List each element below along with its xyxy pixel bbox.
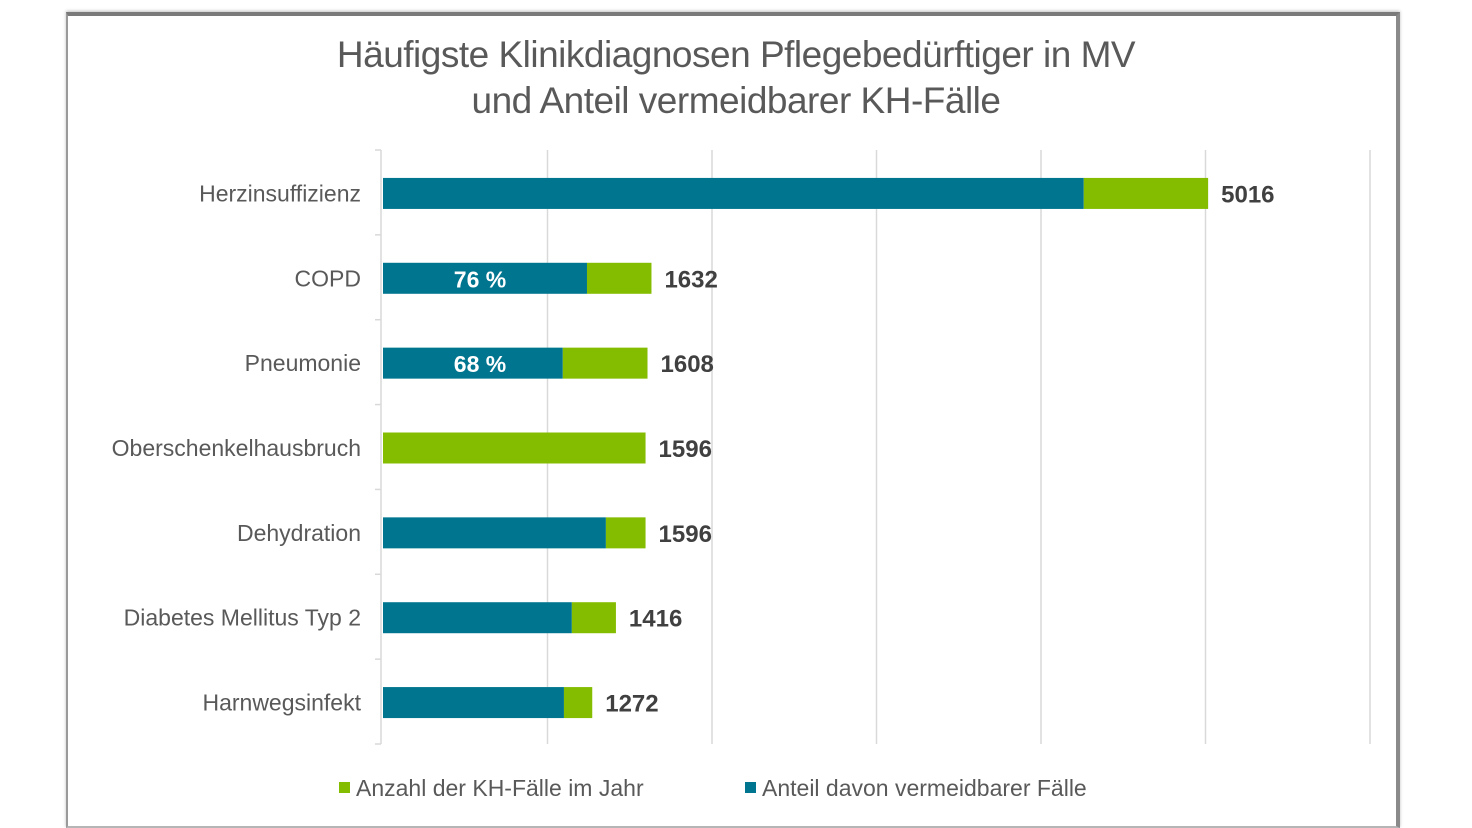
category-label: Dehydration	[237, 520, 361, 546]
gridlines	[546, 150, 1371, 744]
bar-segment-vermeidbar	[383, 177, 1084, 209]
bar-segment-vermeidbar	[383, 517, 606, 549]
bar-segment-vermeidbar	[383, 262, 587, 294]
bar-segment-kh-faelle	[605, 517, 646, 549]
category-axis	[375, 149, 382, 745]
bar-segment-kh-faelle	[586, 262, 652, 294]
bar-segment-kh-faelle	[562, 347, 648, 379]
bar-segment-vermeidbar	[383, 602, 572, 634]
chart-title: Häufigste Klinikdiagnosen Pflegebedürfti…	[0, 32, 1472, 124]
total-value-label: 1596	[659, 521, 712, 548]
category-label: Oberschenkelhausbruch	[112, 435, 361, 461]
total-value-label: 1272	[605, 691, 658, 718]
bars	[383, 177, 1209, 719]
percent-label: 76 %	[454, 266, 506, 292]
bar-segment-kh-faelle	[1083, 177, 1209, 209]
bar-segment-kh-faelle	[383, 432, 646, 464]
total-value-label: 1632	[664, 266, 717, 293]
total-value-label: 5016	[1221, 181, 1274, 208]
total-value-label: 1416	[629, 606, 682, 633]
legend-label: Anzahl der KH-Fälle im Jahr	[356, 775, 644, 801]
labels: Herzinsuffizienz 5016 COPD 1632 76 % Pneumoni…	[112, 180, 1275, 717]
legend: Anzahl der KH-Fälle im Jahr Anteil davon …	[339, 775, 1087, 801]
legend-label: Anteil davon vermeidbarer Fälle	[762, 775, 1087, 801]
bar-segment-vermeidbar	[383, 347, 563, 379]
chart-frame	[66, 12, 1400, 828]
bar-segment-kh-faelle	[571, 602, 616, 634]
category-label: Diabetes Mellitus Typ 2	[124, 605, 361, 631]
percent-label: 68 %	[454, 351, 506, 377]
bar-segment-kh-faelle	[563, 687, 593, 719]
category-label: COPD	[295, 265, 361, 291]
legend-swatch	[339, 782, 350, 793]
total-value-label: 1596	[659, 436, 712, 463]
category-label: Harnwegsinfekt	[202, 690, 361, 716]
chart-title-line-2: und Anteil vermeidbarer KH-Fälle	[471, 80, 1001, 121]
category-label: Herzinsuffizienz	[199, 180, 361, 206]
chart-title-line-1: Häufigste Klinikdiagnosen Pflegebedürfti…	[336, 34, 1136, 75]
total-value-label: 1608	[661, 351, 714, 378]
bar-segment-vermeidbar	[383, 687, 564, 719]
category-label: Pneumonie	[245, 350, 361, 376]
legend-swatch	[745, 782, 756, 793]
